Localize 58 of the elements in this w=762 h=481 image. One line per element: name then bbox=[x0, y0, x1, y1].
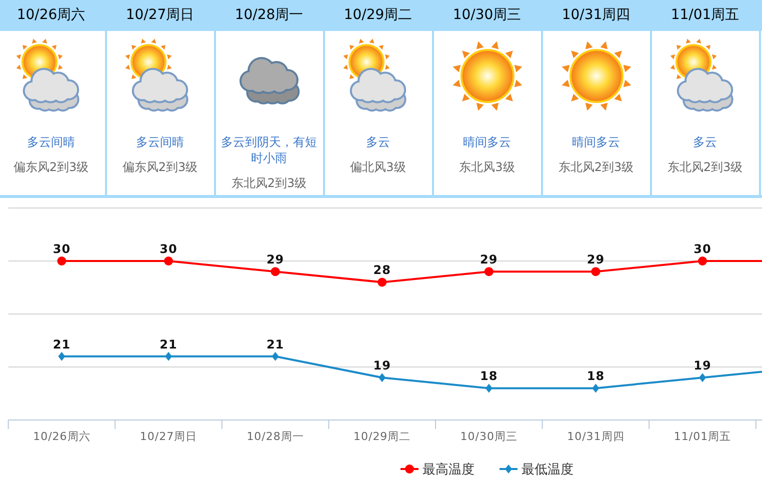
text: 多云间晴 bbox=[135, 134, 185, 150]
data-label: 19 bbox=[373, 358, 391, 373]
data-label: 21 bbox=[266, 337, 284, 352]
point bbox=[698, 256, 707, 266]
text: 晴间多云 bbox=[462, 134, 512, 150]
data-label: 21 bbox=[160, 337, 178, 352]
category-label: 10/27周日 bbox=[124, 6, 196, 25]
point bbox=[484, 267, 494, 276]
data-label: 21 bbox=[52, 337, 71, 352]
category-label: 10/30周三 bbox=[452, 6, 522, 25]
point bbox=[591, 267, 600, 276]
text: 偏东风2到3级 bbox=[121, 159, 199, 175]
data-label: 28 bbox=[373, 263, 391, 278]
text: 多云 bbox=[692, 134, 718, 150]
text: 多云到阴天，有短时小雨 bbox=[220, 134, 318, 166]
text: 东北风3级 bbox=[458, 159, 516, 175]
category-label: 11/01周五 bbox=[670, 6, 740, 25]
data-label: 30 bbox=[52, 242, 71, 256]
point bbox=[592, 384, 600, 393]
point bbox=[378, 373, 386, 382]
x-tick-label: 10/29周二 bbox=[354, 430, 411, 443]
point bbox=[378, 278, 387, 287]
point bbox=[57, 256, 66, 266]
data-label: 19 bbox=[694, 358, 712, 373]
data-label: 18 bbox=[480, 369, 498, 384]
text: 东北风2到3级 bbox=[557, 159, 635, 175]
data-label: 18 bbox=[586, 369, 605, 384]
point bbox=[164, 256, 173, 266]
text: 多云间晴 bbox=[26, 134, 76, 150]
x-tick-label: 10/28周一 bbox=[246, 430, 304, 443]
category-label: 10/28周一 bbox=[234, 6, 304, 25]
x-tick-label: 11/01周五 bbox=[674, 430, 732, 443]
x-tick-label: 10/31周四 bbox=[567, 430, 624, 443]
data-label: 29 bbox=[586, 252, 605, 267]
legend-label: 最低温度 bbox=[522, 462, 574, 478]
point bbox=[485, 384, 492, 393]
data-label: 29 bbox=[266, 252, 284, 267]
text: 多云 bbox=[365, 134, 391, 150]
category-label: 10/29周二 bbox=[342, 6, 414, 25]
text: 东北风2到3级 bbox=[230, 175, 308, 191]
data-label: 30 bbox=[694, 242, 712, 256]
text: 偏东风2到3级 bbox=[12, 159, 90, 175]
legend-label: 最高温度 bbox=[422, 462, 474, 478]
point bbox=[270, 267, 280, 276]
data-label: 29 bbox=[480, 252, 498, 267]
text: 东北风2到3级 bbox=[666, 159, 744, 175]
point bbox=[272, 352, 279, 361]
point bbox=[58, 352, 66, 361]
point bbox=[165, 352, 172, 361]
point bbox=[699, 373, 706, 382]
category-label: 10/31周四 bbox=[560, 6, 632, 25]
text: 晴间多云 bbox=[571, 134, 621, 150]
text: 偏北风3级 bbox=[349, 159, 407, 175]
x-tick-label: 10/27周日 bbox=[140, 430, 198, 443]
category-label: 10/26周六 bbox=[16, 6, 86, 25]
x-tick-label: 10/26周六 bbox=[33, 430, 90, 443]
data-label: 30 bbox=[160, 242, 178, 256]
x-tick-label: 10/30周三 bbox=[460, 430, 518, 443]
